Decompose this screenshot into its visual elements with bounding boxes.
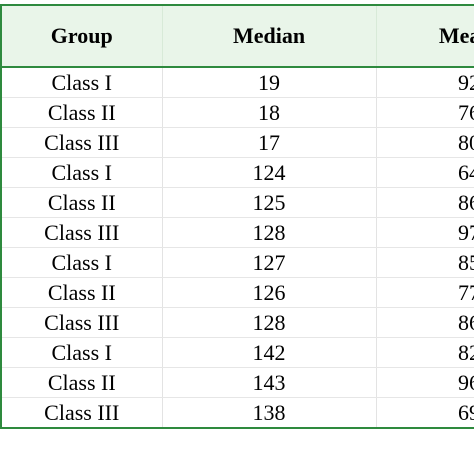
- cell-group: Class I: [0, 247, 162, 278]
- cell-median: 128: [161, 217, 376, 248]
- cell-median: 143: [161, 367, 376, 398]
- table-row: Class III12897: [0, 217, 474, 248]
- cell-mean: 97: [375, 217, 474, 248]
- cell-group: Class III: [0, 397, 162, 429]
- cell-mean: 86: [375, 187, 474, 218]
- cell-median: 124: [161, 157, 376, 188]
- cell-mean: 64: [375, 157, 474, 188]
- table-row: Class II12677: [0, 277, 474, 308]
- header-mean: Mean: [375, 4, 474, 68]
- table-row: Class II1876: [0, 97, 474, 128]
- table-row: Class III13869: [0, 397, 474, 429]
- table-header: Group Median Mean: [0, 4, 474, 68]
- header-median: Median: [161, 4, 376, 68]
- cell-group: Class III: [0, 127, 162, 158]
- cell-median: 128: [161, 307, 376, 338]
- data-table: Group Median Mean Class I1992Class II187…: [0, 4, 474, 429]
- cell-group: Class III: [0, 217, 162, 248]
- cell-median: 126: [161, 277, 376, 308]
- cell-group: Class I: [0, 337, 162, 368]
- cell-group: Class II: [0, 277, 162, 308]
- table-body: Class I1992Class II1876Class III1780Clas…: [0, 67, 474, 429]
- table-row: Class I12785: [0, 247, 474, 278]
- cell-mean: 85: [375, 247, 474, 278]
- cell-mean: 92: [375, 67, 474, 98]
- cell-group: Class I: [0, 157, 162, 188]
- cell-mean: 77: [375, 277, 474, 308]
- cell-median: 127: [161, 247, 376, 278]
- cell-median: 17: [161, 127, 376, 158]
- cell-mean: 86: [375, 307, 474, 338]
- table-row: Class III1780: [0, 127, 474, 158]
- table-row: Class III12886: [0, 307, 474, 338]
- header-group: Group: [0, 4, 162, 68]
- header-row: Group Median Mean: [0, 4, 474, 68]
- table-row: Class I14282: [0, 337, 474, 368]
- cell-mean: 80: [375, 127, 474, 158]
- cell-mean: 96: [375, 367, 474, 398]
- table-row: Class I12464: [0, 157, 474, 188]
- table-row: Class I1992: [0, 67, 474, 98]
- cell-mean: 76: [375, 97, 474, 128]
- cell-median: 142: [161, 337, 376, 368]
- cell-median: 125: [161, 187, 376, 218]
- cell-group: Class II: [0, 187, 162, 218]
- cell-group: Class II: [0, 367, 162, 398]
- cell-group: Class I: [0, 67, 162, 98]
- cell-median: 138: [161, 397, 376, 429]
- cell-mean: 82: [375, 337, 474, 368]
- table-row: Class II12586: [0, 187, 474, 218]
- cell-group: Class III: [0, 307, 162, 338]
- cell-median: 19: [161, 67, 376, 98]
- cell-median: 18: [161, 97, 376, 128]
- cell-mean: 69: [375, 397, 474, 429]
- table-row: Class II14396: [0, 367, 474, 398]
- cell-group: Class II: [0, 97, 162, 128]
